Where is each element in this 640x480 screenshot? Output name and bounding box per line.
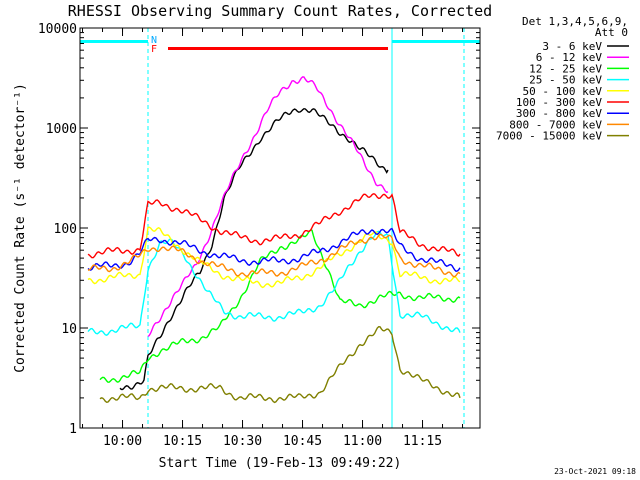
series-line-25-50-keV: [87, 230, 461, 336]
legend-label: 12 - 25 keV: [529, 62, 602, 75]
series-line-3-6-keV: [119, 107, 389, 391]
series-line-300-800-keV: [87, 227, 461, 272]
legend-label: 50 - 100 keV: [523, 85, 603, 98]
y-axis-label: Corrected Count Rate (s⁻¹ detector⁻¹): [13, 83, 28, 373]
chart-title: RHESSI Observing Summary Count Rates, Co…: [68, 2, 492, 20]
series-line-50-100-keV: [87, 226, 461, 289]
series-line-800-7000-keV: [88, 233, 461, 278]
series-line-100-300-keV: [87, 193, 461, 259]
x-tick-label: 10:45: [283, 434, 322, 449]
series-line-12-25-keV: [99, 229, 461, 383]
legend-label: 300 - 800 keV: [516, 107, 602, 120]
legend-header-line: Att 0: [595, 26, 628, 39]
night-bar-0: [80, 40, 148, 43]
y-axis: 1 10 100 1000 10000: [38, 22, 480, 437]
y-tick-label: 1000: [46, 122, 77, 137]
series-line-7000-15000-keV: [99, 325, 461, 404]
x-tick-label: 10:30: [223, 434, 262, 449]
legend-header-line: Det 1,3,4,5,6,9,: [522, 15, 628, 28]
y-tick-label: 100: [54, 222, 77, 237]
flare-bar: [168, 47, 388, 50]
night-bar-1: [392, 40, 480, 43]
flag-label-n: N: [151, 35, 157, 46]
y-tick-label: 10: [61, 322, 77, 337]
x-tick-label: 10:15: [163, 434, 202, 449]
legend-label: 25 - 50 keV: [529, 74, 602, 87]
y-tick-label: 1: [69, 422, 77, 437]
x-tick-label: 10:00: [103, 434, 142, 449]
x-axis-label: Start Time (19-Feb-13 09:49:22): [159, 456, 402, 471]
legend-label: 3 - 6 keV: [542, 40, 602, 53]
legend-label: 800 - 7000 keV: [509, 118, 602, 131]
legend-label: 6 - 12 keV: [536, 51, 603, 64]
generation-timestamp: 23-Oct-2021 09:18: [554, 467, 636, 476]
y-tick-label: 10000: [38, 22, 77, 37]
x-tick-label: 11:00: [343, 434, 382, 449]
flag-label-f: F: [151, 44, 157, 55]
plot-area: NF: [79, 27, 481, 429]
x-axis: 10:00 10:15 10:30 10:45 11:00 11:15: [82, 28, 464, 449]
legend-label: 100 - 300 keV: [516, 96, 602, 109]
x-tick-label: 11:15: [403, 434, 442, 449]
series-line-6-12-keV: [147, 76, 389, 337]
plot-frame: [79, 27, 481, 429]
legend-label: 7000 - 15000 keV: [496, 130, 602, 143]
